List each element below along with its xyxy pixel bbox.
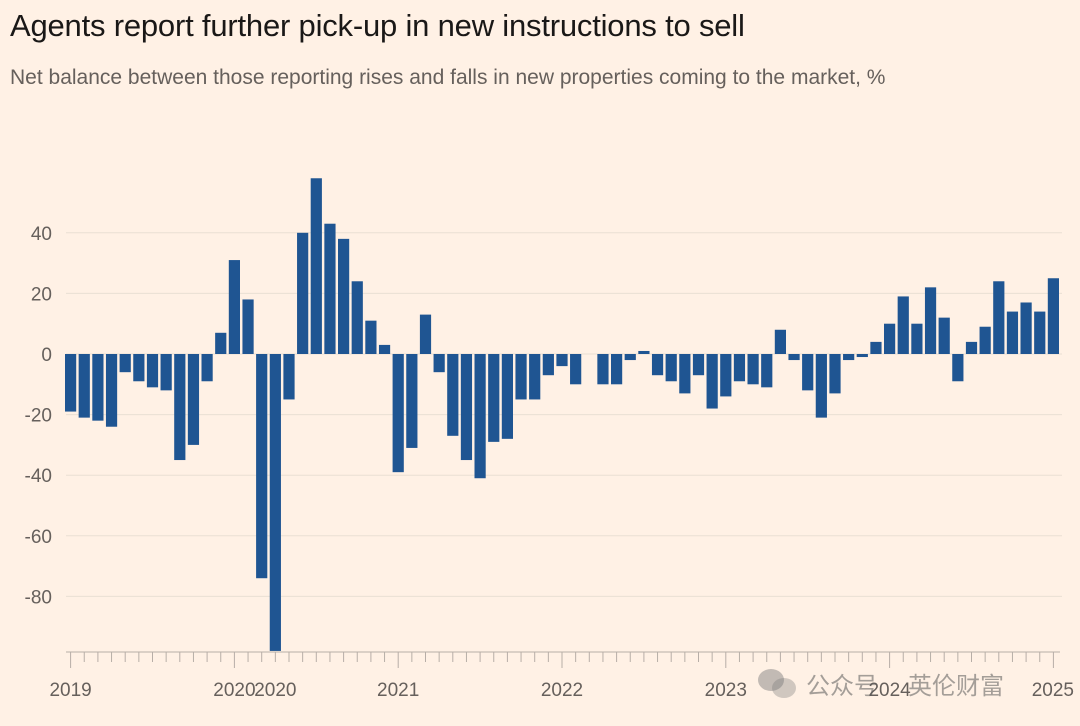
bar (924, 287, 937, 354)
wechat-icon (758, 668, 798, 699)
bar (665, 354, 677, 382)
bar (720, 354, 732, 397)
bar (570, 354, 582, 385)
bars (65, 178, 1059, 651)
bar (392, 354, 404, 473)
y-tick-label: 0 (41, 345, 52, 366)
bar (133, 354, 145, 382)
bar (160, 354, 172, 391)
y-tick-label: -60 (25, 527, 52, 548)
watermark: 公众号 英伦财富 (758, 666, 1004, 701)
bar (788, 354, 800, 361)
bar (228, 260, 240, 354)
chart-subtitle: Net balance between those reporting rise… (10, 66, 886, 89)
bar (952, 354, 964, 382)
bar (529, 354, 541, 400)
bar (692, 354, 705, 376)
bar (679, 354, 691, 394)
bar (542, 354, 554, 376)
bar (174, 354, 186, 461)
x-tick-label: 2025 (1032, 680, 1074, 701)
bar (938, 317, 950, 354)
bar (706, 354, 718, 409)
bar (815, 354, 827, 418)
chart-title: Agents report further pick-up in new ins… (10, 8, 745, 43)
bar (474, 354, 486, 479)
bar (1020, 302, 1032, 354)
bar (733, 354, 746, 382)
bar (447, 354, 459, 436)
bar (256, 354, 268, 579)
bar (406, 354, 418, 448)
bar (556, 354, 568, 367)
y-tick-label: -80 (25, 587, 52, 608)
bar (761, 354, 773, 388)
bar (324, 223, 336, 354)
bar (843, 354, 855, 361)
bar (105, 354, 118, 427)
bar (242, 299, 254, 354)
x-tick-label: 2019 (49, 680, 91, 701)
bar (802, 354, 814, 391)
bar (965, 341, 978, 354)
bar (638, 350, 650, 354)
bar (515, 354, 527, 400)
y-tick-label: 20 (31, 284, 52, 305)
gridlines (66, 232, 1062, 597)
bar (747, 354, 759, 385)
watermark-account: 公众号 (806, 673, 878, 700)
x-tick-label: 2022 (541, 680, 583, 701)
bar (897, 296, 909, 354)
bar (119, 354, 131, 373)
bar (433, 354, 445, 373)
bar (351, 281, 363, 354)
bar (378, 344, 391, 354)
y-tick-label: 40 (31, 224, 52, 245)
y-tick-label: -20 (25, 406, 52, 427)
bar (488, 354, 500, 442)
bar (146, 354, 159, 388)
x-tick-label: 2021 (377, 680, 419, 701)
bar (365, 320, 377, 354)
bar (215, 332, 227, 354)
bar (611, 354, 623, 385)
bar (501, 354, 513, 439)
x-tick-label: 2020 (213, 680, 255, 701)
bar (856, 354, 868, 358)
bar (1034, 311, 1046, 354)
bar (651, 354, 664, 376)
bar (297, 232, 309, 354)
x-tick-label: 2024 (868, 680, 911, 701)
bar (269, 354, 281, 651)
bar (65, 354, 77, 412)
bar (1047, 278, 1059, 354)
bar (624, 354, 636, 361)
bar (774, 329, 786, 354)
x-tick-label: 2020 (254, 680, 296, 701)
bar (338, 238, 350, 354)
bar (993, 281, 1005, 354)
watermark-name: 英伦财富 (908, 673, 1004, 700)
y-axis-ticks: 40 20 0 -20 -40 -60 -80 (25, 224, 52, 609)
bar (979, 326, 991, 354)
y-tick-label: -40 (25, 466, 52, 487)
bar (884, 323, 896, 354)
bar (283, 354, 295, 400)
bar (1006, 311, 1019, 354)
bar (870, 341, 882, 354)
bar (911, 323, 923, 354)
bar (829, 354, 841, 394)
bar (187, 354, 200, 445)
bar (597, 354, 609, 385)
x-tick-label: 2023 (705, 680, 747, 701)
bar (78, 354, 90, 418)
bar (419, 314, 432, 354)
bar (92, 354, 104, 421)
bar (201, 354, 213, 382)
bar (310, 178, 322, 354)
bar (460, 354, 473, 461)
